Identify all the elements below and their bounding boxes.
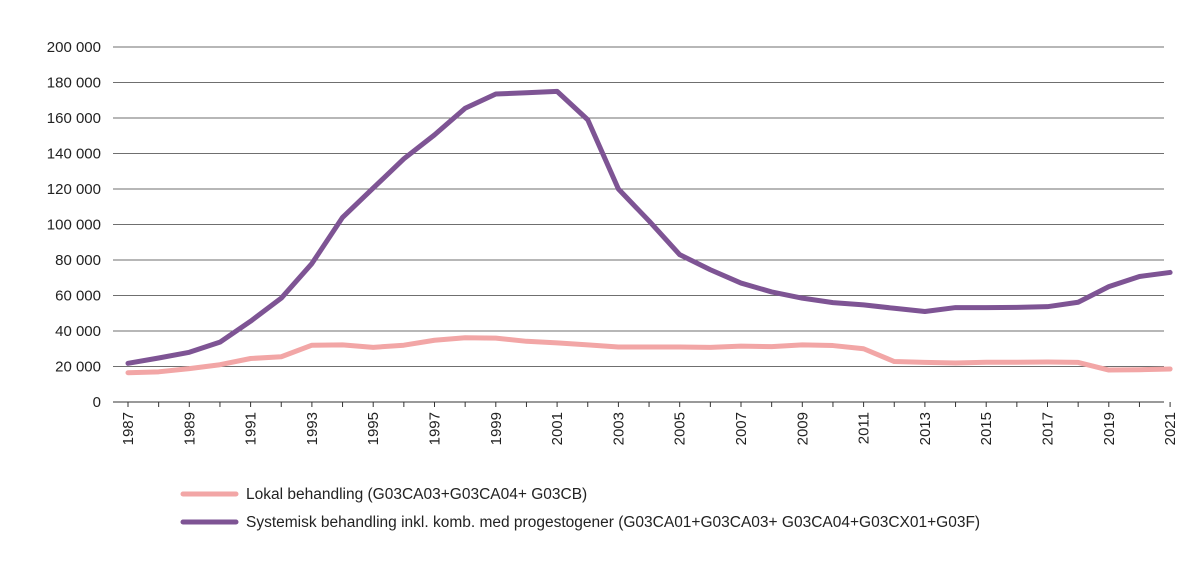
y-tick-label-100000: 100 000 bbox=[47, 217, 101, 234]
x-axis: 1987 1989 1991 1993 1995 1997 1999 2001 2003 2005… bbox=[113, 401, 1179, 445]
x-tick-label-2005: 2005 bbox=[672, 412, 689, 445]
x-tick-label-1991: 1991 bbox=[243, 412, 260, 445]
x-tick-label-2001: 2001 bbox=[549, 412, 566, 445]
x-tick-label-2011: 2011 bbox=[856, 412, 873, 444]
series-line-0 bbox=[125, 335, 1173, 376]
x-tick-label-1989: 1989 bbox=[181, 412, 198, 445]
y-tick-label-180000: 180 000 bbox=[47, 75, 101, 92]
x-tick-label-2015: 2015 bbox=[978, 412, 995, 445]
x-tick-label-2007: 2007 bbox=[733, 412, 750, 445]
y-tick-label-60000: 60 000 bbox=[55, 288, 101, 305]
y-tick-label-0: 0 bbox=[93, 394, 101, 411]
legend-label-systemisk: Systemisk behandling inkl. komb. med pro… bbox=[246, 514, 980, 531]
x-tick-label-2009: 2009 bbox=[794, 412, 811, 445]
x-tick-label-1999: 1999 bbox=[488, 412, 505, 445]
x-tick-label-1993: 1993 bbox=[304, 412, 321, 445]
series-lines bbox=[125, 88, 1173, 376]
y-tick-label-140000: 140 000 bbox=[47, 146, 101, 163]
y-tick-label-20000: 20 000 bbox=[55, 359, 101, 376]
series-line-1 bbox=[125, 88, 1173, 366]
y-tick-label-40000: 40 000 bbox=[55, 323, 101, 340]
x-tick-label-1995: 1995 bbox=[365, 412, 382, 445]
y-tick-label-200000: 200 000 bbox=[47, 39, 101, 56]
x-tick-label-1987: 1987 bbox=[120, 412, 137, 445]
x-tick-label-2013: 2013 bbox=[917, 412, 934, 445]
gridlines bbox=[113, 46, 1164, 367]
legend-label-lokal: Lokal behandling (G03CA03+G03CA04+ G03CB… bbox=[246, 486, 587, 503]
y-tick-label-80000: 80 000 bbox=[55, 252, 101, 269]
y-tick-label-120000: 120 000 bbox=[47, 181, 101, 198]
x-tick-label-2019: 2019 bbox=[1101, 412, 1118, 445]
x-tick-label-1997: 1997 bbox=[427, 412, 444, 445]
legend: Lokal behandling (G03CA03+G03CA04+ G03CB… bbox=[180, 486, 980, 531]
x-tick-label-2021: 2021 bbox=[1162, 412, 1179, 445]
x-tick-label-2017: 2017 bbox=[1040, 412, 1057, 445]
y-tick-label-160000: 160 000 bbox=[47, 110, 101, 127]
y-axis-tick-labels: 0 20 000 40 000 60 000 80 000 100 000 120 000 1… bbox=[47, 39, 101, 411]
x-tick-label-2003: 2003 bbox=[610, 412, 627, 445]
